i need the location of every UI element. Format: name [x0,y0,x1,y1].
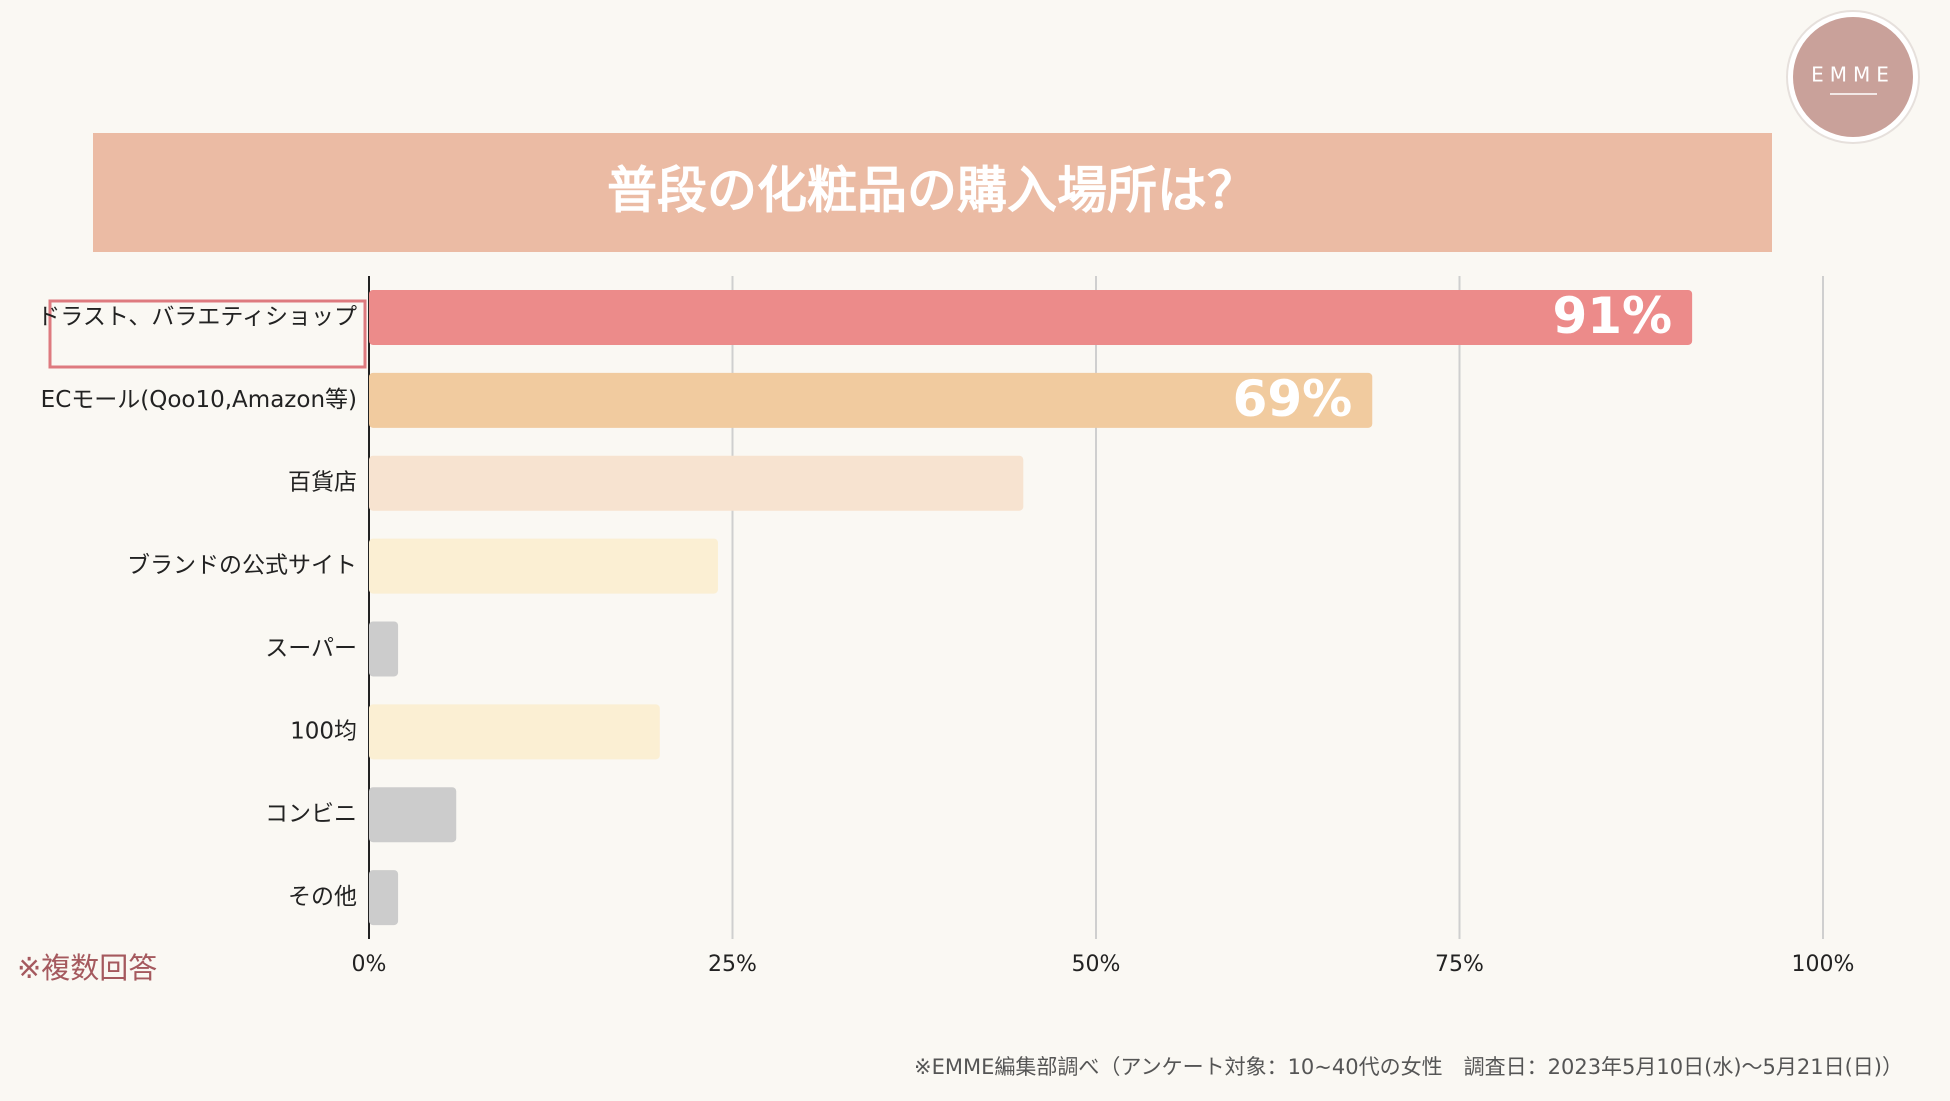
note: ※複数回答 [17,951,157,985]
highlight-box [48,299,367,369]
x-tick-label: 25% [708,952,757,977]
y-tick-label: スーパー [265,635,357,661]
bar [369,704,660,760]
y-tick-label: ドラスト、バラエティショップ [37,304,357,330]
bar [369,289,1693,345]
logo-text: EMME [1811,63,1895,87]
x-tick-label: 75% [1435,952,1484,977]
y-tick-label: 百貨店 [288,470,357,496]
y-tick-label: 100均 [290,718,357,744]
x-tick-label: 50% [1072,952,1121,977]
bar [369,621,399,677]
x-tick-label: 100% [1792,952,1855,977]
bar [369,372,1373,428]
bar [369,870,399,926]
source: ※EMME編集部調べ（アンケート対象：10~40代の女性 調査日：2023年5月… [914,1055,1903,1079]
bar [369,455,1024,511]
y-tick-label: その他 [288,884,357,910]
bar [369,787,457,843]
x-tick-label: 0% [352,952,387,977]
y-tick-label: ECモール(Qoo10,Amazon等) [41,387,357,413]
chart-title: 普段の化粧品の購入場所は？ [607,162,1257,220]
value-label: 91% [1552,287,1672,345]
title-banner [93,133,1772,252]
value-label: 69% [1233,370,1353,428]
bar [369,538,718,594]
y-tick-label: ブランドの公式サイト [127,553,357,579]
y-tick-label: コンビニ [265,801,357,827]
logo [1793,17,1913,137]
